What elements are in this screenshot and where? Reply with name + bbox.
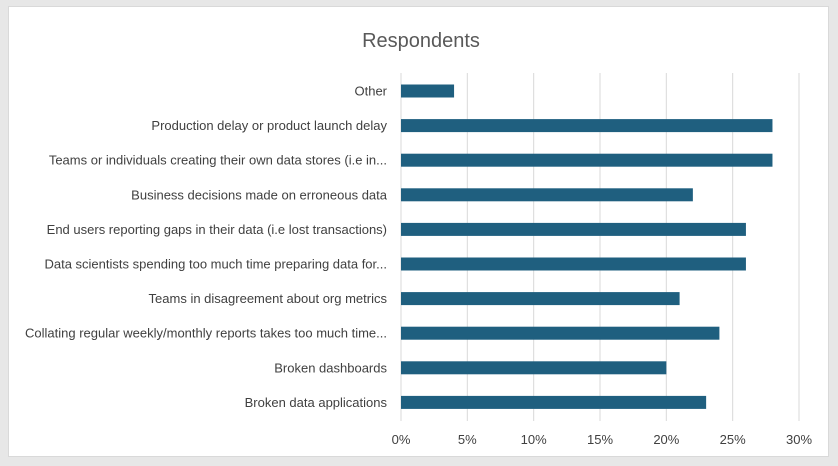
x-tick-label: 5% [458, 432, 477, 447]
category-label: Other [354, 84, 387, 99]
category-label: Broken data applications [245, 395, 388, 410]
category-label: Teams in disagreement about org metrics [149, 291, 388, 306]
category-label: Broken dashboards [274, 360, 387, 375]
category-label: Data scientists spending too much time p… [44, 257, 387, 272]
x-tick-label: 10% [521, 432, 547, 447]
x-tick-label: 20% [653, 432, 679, 447]
chart-title: Respondents [362, 30, 480, 52]
bar [401, 395, 707, 409]
bar [401, 119, 773, 133]
x-tick-label: 15% [587, 432, 613, 447]
bar [401, 326, 720, 340]
category-label: Teams or individuals creating their own … [49, 153, 387, 168]
x-tick-labels: 0% 5% 10% 15% 20% 25% 30% [392, 432, 813, 447]
x-tick-label: 30% [786, 432, 812, 447]
bar [401, 361, 667, 375]
bar [401, 257, 746, 271]
bar [401, 84, 455, 98]
category-label: Production delay or product launch delay [151, 118, 387, 133]
x-tick-label: 25% [720, 432, 746, 447]
bar-chart: Respondents Other Production delay or pro… [25, 30, 813, 447]
category-label: Business decisions made on erroneous dat… [131, 187, 388, 202]
bar [401, 188, 693, 202]
bar [401, 292, 680, 306]
bar [401, 222, 746, 236]
chart-frame: Respondents Other Production delay or pro… [8, 6, 829, 457]
category-label: End users reporting gaps in their data (… [47, 222, 387, 237]
bars [401, 84, 773, 409]
x-tick-label: 0% [392, 432, 411, 447]
category-label: Collating regular weekly/monthly reports… [25, 326, 387, 341]
bar [401, 153, 773, 167]
category-labels: Other Production delay or product launch … [25, 84, 388, 410]
